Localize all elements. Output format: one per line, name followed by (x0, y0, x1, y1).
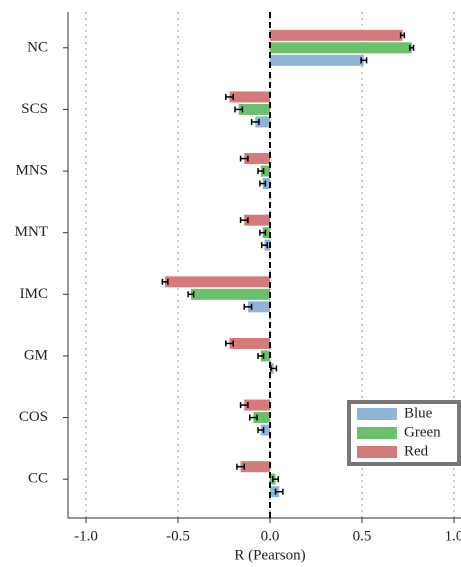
bar (262, 178, 270, 190)
bar (260, 165, 270, 177)
error-bar (259, 229, 267, 236)
y-tick-label: IMC (20, 286, 48, 302)
bar (238, 103, 270, 115)
bar (240, 461, 270, 473)
legend-swatch (357, 446, 397, 458)
bar (247, 301, 270, 313)
y-tick-label: COS (19, 409, 48, 425)
error-bar (225, 340, 234, 347)
x-tick-label: 1.0 (445, 528, 461, 544)
error-bar (234, 106, 244, 113)
x-tick-label: 0.0 (261, 528, 280, 544)
bar (270, 486, 280, 498)
y-tick-label: SCS (21, 101, 48, 117)
error-bar (257, 427, 265, 434)
y-tick-label: GM (24, 347, 48, 363)
error-bar (250, 118, 260, 125)
legend-label: Blue (404, 405, 433, 421)
error-bar (399, 32, 406, 39)
error-bar (272, 476, 280, 483)
y-tick-label: MNS (15, 163, 48, 179)
bar (270, 54, 364, 66)
bar (270, 42, 412, 54)
error-bar (260, 242, 268, 249)
error-bar (161, 278, 169, 285)
legend-swatch (357, 408, 397, 420)
x-tick-label: -1.0 (74, 528, 98, 544)
bar (229, 91, 270, 103)
legend-label: Red (404, 443, 429, 459)
bar (260, 350, 270, 362)
x-tick-label: -0.5 (166, 528, 190, 544)
bar (244, 214, 270, 226)
y-tick-label: NC (27, 39, 48, 55)
bar (253, 412, 270, 424)
bar (244, 399, 270, 411)
error-bar (409, 44, 415, 51)
legend-swatch (357, 427, 397, 439)
error-bar (259, 180, 267, 187)
x-tick-label: 0.5 (353, 528, 372, 544)
error-bar (236, 463, 245, 470)
error-bar (239, 402, 249, 409)
error-bar (360, 57, 368, 64)
bar (229, 337, 270, 349)
legend-label: Green (404, 424, 441, 440)
bar (165, 276, 270, 288)
bar (244, 153, 270, 165)
bar (190, 288, 270, 300)
y-tick-label: CC (28, 471, 48, 487)
bar (255, 116, 270, 128)
error-bar (249, 414, 258, 421)
x-axis-label: R (Pearson) (234, 547, 305, 563)
error-bar (187, 291, 195, 298)
error-bar (257, 168, 265, 175)
error-bar (239, 217, 249, 224)
bar (270, 29, 403, 41)
error-bar (257, 352, 265, 359)
error-bar (274, 488, 284, 495)
error-bar (243, 303, 253, 310)
error-bar (239, 155, 249, 162)
bar (260, 424, 270, 436)
y-tick-label: MNT (15, 224, 48, 240)
bar (262, 227, 270, 239)
error-bar (225, 93, 234, 100)
